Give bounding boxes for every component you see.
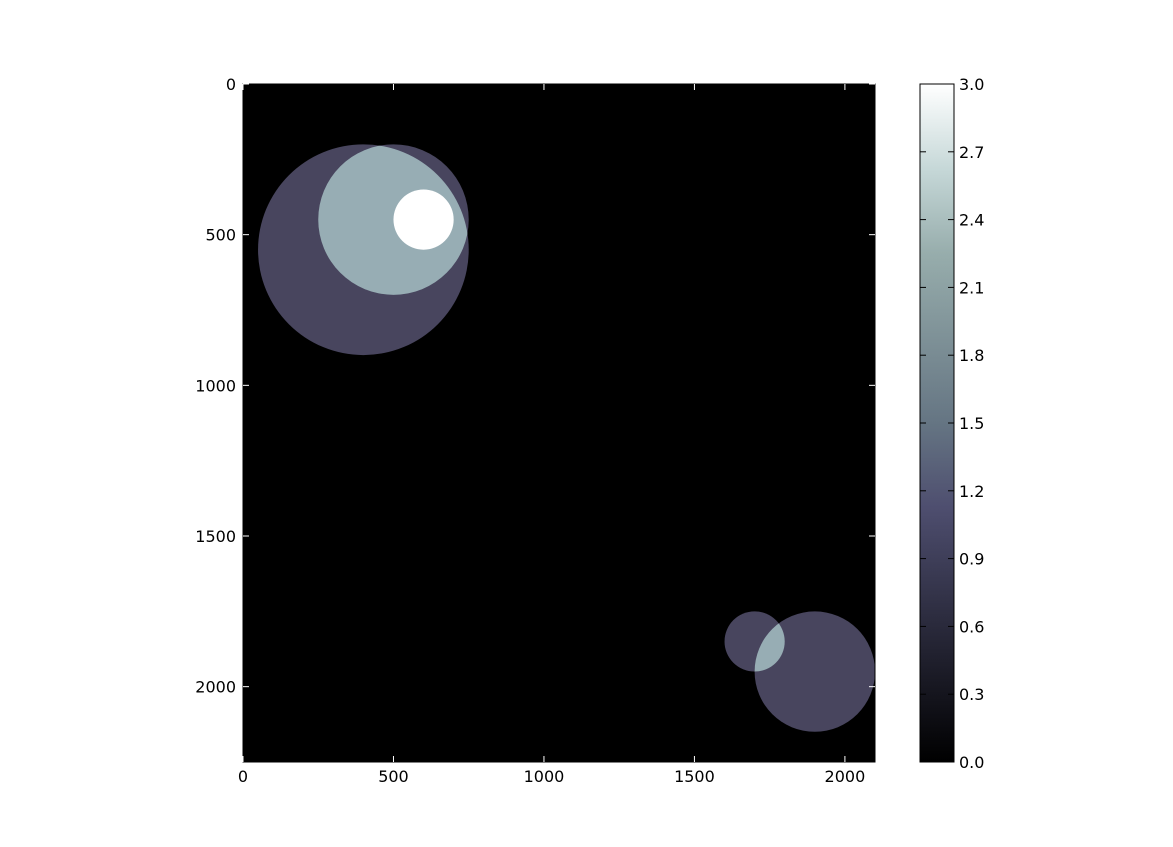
y-tick-label: 1500 (195, 527, 236, 546)
colorbar-tick-label: 2.1 (959, 278, 984, 297)
overlap-group-3-4 (754, 611, 785, 672)
colorbar-tick-label: 1.2 (959, 482, 984, 501)
colorbar: 0.0 0.3 0.6 0.9 1.2 1.5 1.8 2.1 2.4 2.7 3.0 (919, 75, 984, 772)
colorbar-tick-label: 1.5 (959, 414, 984, 433)
colorbar-tick-label: 0.3 (959, 685, 984, 704)
plot-frame (242, 83, 876, 763)
y-tick-label: 1000 (195, 376, 236, 395)
heatmap-overlap-0-1 (318, 144, 469, 295)
colorbar-tick-label: 3.0 (959, 75, 984, 94)
y-tick-label: 0 (226, 75, 236, 94)
y-tick-label: 2000 (195, 678, 236, 697)
x-tick-label: 500 (378, 767, 409, 786)
colorbar-tick-label: 0.0 (959, 753, 984, 772)
colorbar-tick-label: 0.6 (959, 617, 984, 636)
triple-group-inner-0-1-2 (393, 189, 454, 250)
x-axis: 0 500 1000 1500 2000 (238, 84, 865, 786)
x-tick-label: 1000 (524, 767, 565, 786)
colorbar-ticks: 0.0 0.3 0.6 0.9 1.2 1.5 1.8 2.1 2.4 2.7 3.0 (920, 75, 984, 772)
heatmap-overlap-3-4 (754, 611, 785, 672)
y-tick-label: 500 (205, 226, 236, 245)
heatmap-triple-0-1-2 (393, 189, 454, 250)
heatmap-plot-area (242, 83, 876, 763)
colorbar-tick-label: 2.7 (959, 143, 984, 162)
colorbar-tick-label: 2.4 (959, 211, 984, 230)
x-tick-label: 1500 (674, 767, 715, 786)
colorbar-tick-label: 1.8 (959, 346, 984, 365)
colorbar-tick-label: 0.9 (959, 550, 984, 569)
overlap-group-0-1 (318, 144, 469, 295)
y-axis: 0 500 1000 1500 2000 (195, 75, 875, 697)
x-tick-label: 0 (238, 767, 248, 786)
circle-layer (258, 144, 875, 732)
triple-group-outer-0-1-2 (393, 189, 454, 250)
x-tick-label: 2000 (825, 767, 866, 786)
